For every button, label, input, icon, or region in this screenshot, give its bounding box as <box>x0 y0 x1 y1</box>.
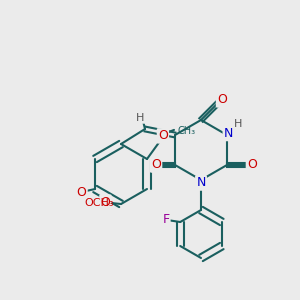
Text: O: O <box>158 129 168 142</box>
Text: N: N <box>224 127 233 140</box>
Text: OCH₃: OCH₃ <box>84 198 113 208</box>
Text: N: N <box>196 176 206 190</box>
Text: H: H <box>136 112 145 123</box>
Text: H: H <box>234 118 243 129</box>
Text: O: O <box>217 93 227 106</box>
Text: CH₃: CH₃ <box>178 126 196 136</box>
Text: F: F <box>162 213 169 226</box>
Text: O: O <box>151 158 161 172</box>
Text: O: O <box>100 196 110 209</box>
Text: O: O <box>76 185 86 199</box>
Text: O: O <box>247 158 257 172</box>
